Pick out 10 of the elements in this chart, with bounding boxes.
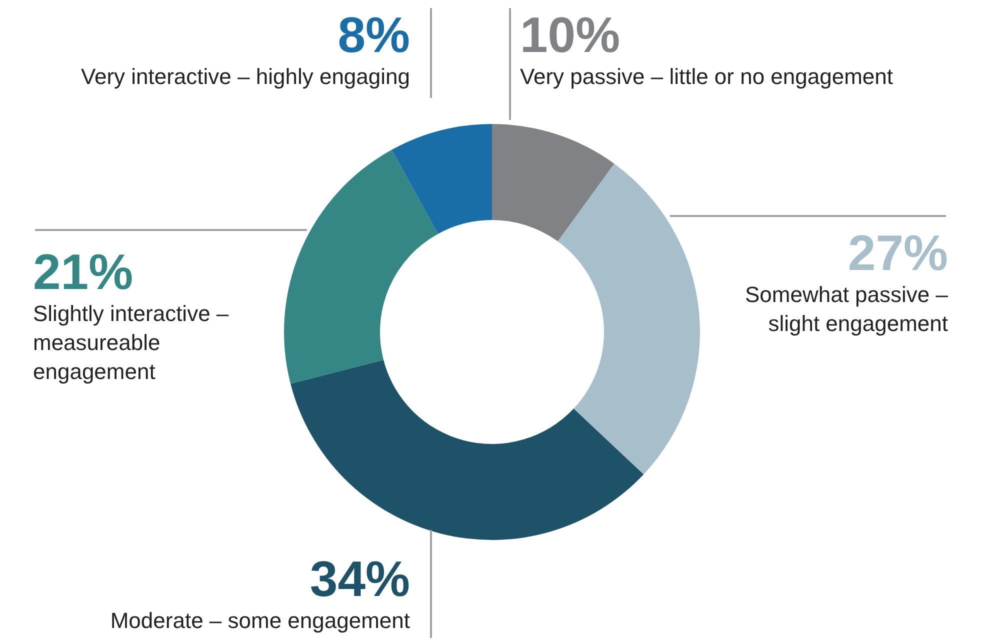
data-label: 27%: [846, 225, 948, 281]
slice-label: Somewhat passive – slight engagement: [744, 281, 948, 338]
slice-label: Very interactive – highly engaging: [80, 63, 410, 91]
data-label: 8%: [336, 7, 410, 63]
slice-label: Slightly interactive – measureable engagement: [33, 300, 230, 386]
slice-label: Moderate – some engagement: [109, 607, 410, 635]
slice-label: Very passive – little or no engagement: [520, 63, 894, 91]
data-label: 10%: [520, 7, 622, 63]
data-label: 34%: [308, 551, 410, 607]
data-label: 21%: [33, 244, 134, 300]
